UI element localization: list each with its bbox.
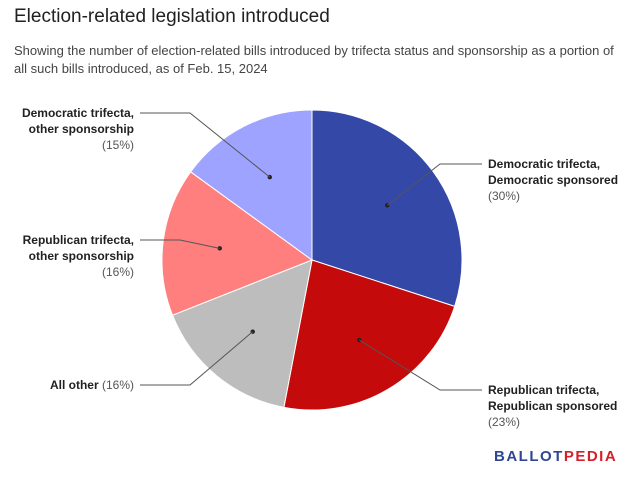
pie-slice bbox=[171, 259, 313, 408]
slice-label: Democratic trifecta, bbox=[488, 157, 600, 171]
slice-percent-label: (30%) bbox=[488, 189, 520, 203]
ballotpedia-logo: BALLOTPEDIA bbox=[494, 448, 617, 465]
logo-part-pedia: PEDIA bbox=[563, 448, 618, 465]
logo-part-ballot: BALLOT bbox=[494, 448, 564, 465]
pie-slice bbox=[283, 259, 456, 411]
leader-line bbox=[359, 339, 482, 391]
slice-label: Republican trifecta, bbox=[488, 383, 599, 397]
slice-label: Democratic sponsored bbox=[488, 173, 618, 187]
pie-slices bbox=[161, 109, 463, 411]
slice-labels: Democratic trifecta, Democratic sponsored… bbox=[22, 106, 618, 429]
chart-subtitle: Showing the number of election-related b… bbox=[14, 43, 614, 76]
pie-slice bbox=[161, 171, 314, 316]
leader-line bbox=[386, 163, 482, 206]
pie-slice bbox=[311, 109, 463, 307]
leader-lines bbox=[140, 112, 482, 391]
slice-percent-label: (15%) bbox=[102, 138, 134, 152]
leader-line bbox=[140, 331, 254, 386]
leader-line bbox=[140, 239, 220, 249]
slice-label: other sponsorship bbox=[29, 249, 134, 263]
slice-percent-label: (23%) bbox=[488, 415, 520, 429]
leader-line bbox=[140, 112, 271, 178]
pie-slice bbox=[189, 109, 313, 261]
slice-label: Republican sponsored bbox=[488, 399, 617, 413]
slice-label: All other (16%) bbox=[50, 378, 134, 392]
slice-label: Democratic trifecta, bbox=[22, 106, 134, 120]
slice-percent-label: (16%) bbox=[102, 265, 134, 279]
slice-label: Republican trifecta, bbox=[23, 233, 134, 247]
slice-label: other sponsorship bbox=[29, 122, 134, 136]
chart-title: Election-related legislation introduced bbox=[14, 6, 330, 27]
